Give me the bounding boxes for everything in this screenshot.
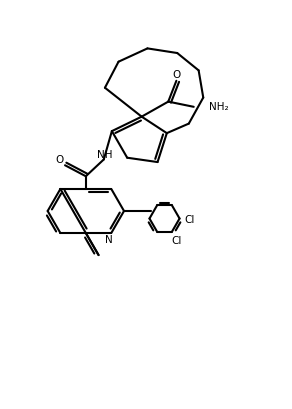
Text: NH₂: NH₂ bbox=[209, 102, 228, 112]
Text: O: O bbox=[173, 70, 181, 80]
Text: O: O bbox=[55, 155, 63, 165]
Text: NH: NH bbox=[98, 150, 113, 160]
Text: Cl: Cl bbox=[172, 236, 182, 245]
Text: Cl: Cl bbox=[184, 214, 194, 224]
Text: N: N bbox=[105, 235, 113, 245]
